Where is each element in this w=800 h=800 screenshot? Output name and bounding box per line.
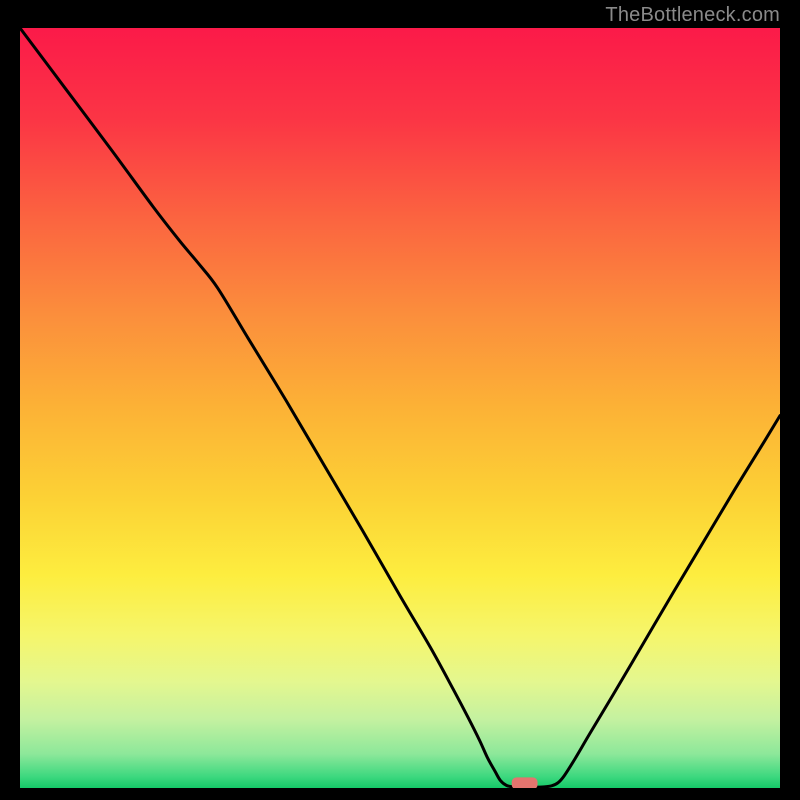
chart-background-gradient [20,28,780,788]
optimal-point-marker [512,777,538,788]
chart-plot-area [20,28,780,788]
source-watermark: TheBottleneck.com [605,4,780,27]
chart-wrapper: TheBottleneck.com [0,0,800,800]
